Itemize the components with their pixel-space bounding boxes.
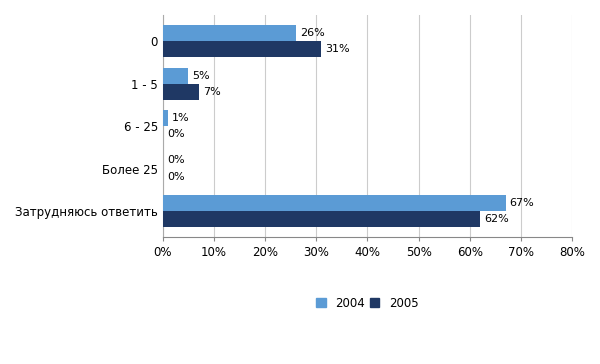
- Bar: [163, 84, 199, 100]
- Text: 26%: 26%: [300, 28, 325, 38]
- Text: 0%: 0%: [167, 129, 184, 139]
- Bar: [163, 211, 480, 227]
- Legend: 2004, 2005: 2004, 2005: [312, 292, 423, 314]
- Text: 5%: 5%: [193, 71, 210, 80]
- Text: 7%: 7%: [203, 87, 220, 97]
- Text: 1%: 1%: [172, 113, 190, 123]
- Bar: [163, 68, 188, 84]
- Bar: [163, 41, 322, 58]
- Text: 62%: 62%: [484, 214, 509, 224]
- Bar: [163, 110, 168, 126]
- Text: 0%: 0%: [167, 171, 184, 182]
- Bar: [163, 25, 296, 41]
- Text: 67%: 67%: [509, 198, 535, 208]
- Bar: [163, 195, 506, 211]
- Text: 31%: 31%: [325, 44, 350, 54]
- Text: 0%: 0%: [167, 155, 184, 166]
